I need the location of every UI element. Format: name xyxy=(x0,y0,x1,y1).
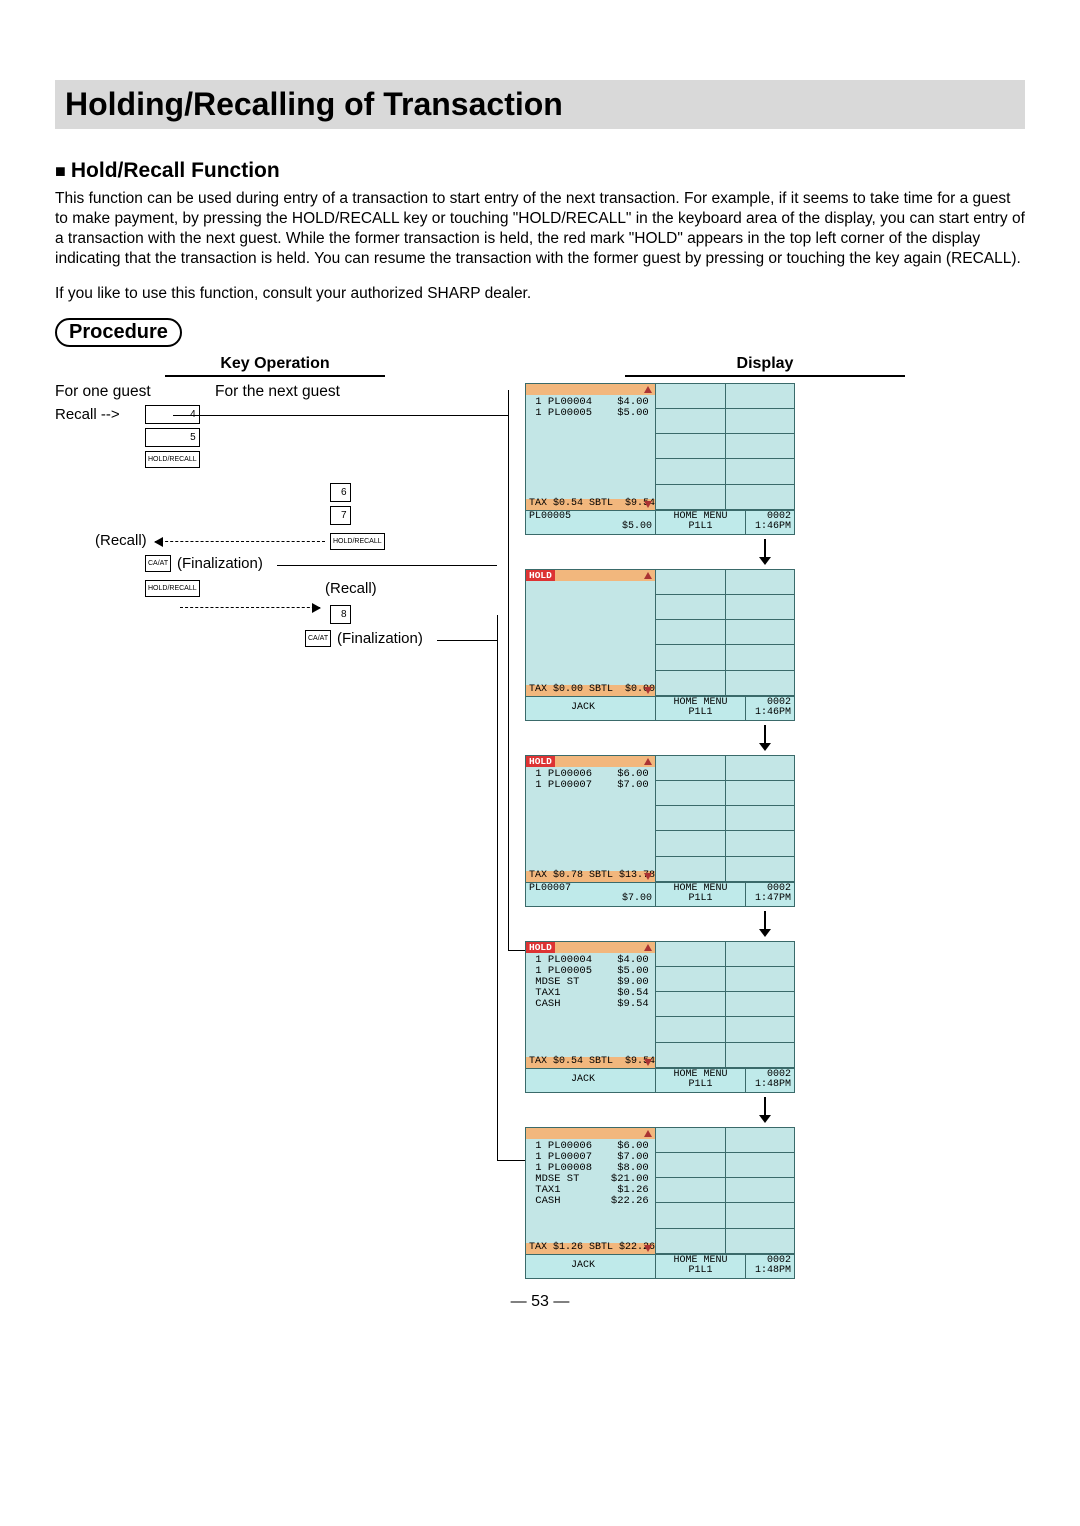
procedure-columns: Key Operation For one guest For the next… xyxy=(55,355,1025,1283)
s4-stat-l: JACK xyxy=(529,1075,652,1086)
s3-stat-r: $7.00 xyxy=(529,894,652,905)
s2-tax: TAX $0.00 SBTL $0.00 xyxy=(529,684,655,695)
key-operation-heading: Key Operation xyxy=(55,355,495,373)
key-caat-1: CA/AT xyxy=(145,555,171,572)
paragraph-2: If you like to use this function, consul… xyxy=(55,284,1025,304)
guest-next-label: For the next guest xyxy=(215,383,340,401)
conn-v-2 xyxy=(497,615,498,1160)
dash-arrow-recall-1 xyxy=(155,541,325,542)
procedure-pill: Procedure xyxy=(55,318,182,347)
key-area: 4 5 HOLD/RECALL 6 7 HOLD/RECALL (Recall) xyxy=(55,405,495,655)
conn-top xyxy=(173,415,508,416)
s3-time: 1:47PM xyxy=(749,894,791,905)
hold-badge-3: HOLD xyxy=(526,756,555,767)
s1-menu2: P1L1 xyxy=(659,522,742,533)
key-holdrecall-2: HOLD/RECALL xyxy=(330,533,385,550)
arrow-2 xyxy=(515,725,1015,751)
key-operation-column: Key Operation For one guest For the next… xyxy=(55,355,495,1283)
key-caat-2: CA/AT xyxy=(305,630,331,647)
screen-4: HOLD 1 PL00004 $4.00 1 PL00005 $5.00 MDS… xyxy=(525,941,795,1093)
recall-label-2: (Recall) xyxy=(325,580,377,597)
s5-stat-l: JACK xyxy=(529,1261,652,1272)
arrow-4 xyxy=(515,1097,1015,1123)
screen-1: 1 PL00004 $4.00 1 PL00005 $5.00 TAX $0.5… xyxy=(525,383,795,535)
s1-line-1: 1 PL00005 $5.00 xyxy=(529,408,652,419)
screen-5: 1 PL00006 $6.00 1 PL00007 $7.00 1 PL0000… xyxy=(525,1127,795,1279)
dash-arrow-recall-2 xyxy=(180,607,320,608)
s1-tax: TAX $0.54 SBTL $9.54 xyxy=(529,498,655,509)
s4-line-4: CASH $9.54 xyxy=(529,999,652,1010)
s1-stat-r: $5.00 xyxy=(529,522,652,533)
s4-tax: TAX $0.54 SBTL $9.54 xyxy=(529,1056,655,1067)
display-rule xyxy=(625,375,905,377)
conn-h-2 xyxy=(497,1160,525,1161)
paragraph-1: This function can be used during entry o… xyxy=(55,189,1025,270)
conn-final-2 xyxy=(437,640,497,641)
key-6: 6 xyxy=(330,483,351,502)
conn-final-1 xyxy=(277,565,497,566)
key-operation-rule xyxy=(165,375,385,377)
arrow-3 xyxy=(515,911,1015,937)
guest-one-label: For one guest xyxy=(55,383,215,401)
s1-time: 1:46PM xyxy=(749,522,791,533)
s4-menu2: P1L1 xyxy=(659,1080,742,1091)
title-bar: Holding/Recalling of Transaction xyxy=(55,80,1025,129)
key-holdrecall-3: HOLD/RECALL xyxy=(145,580,200,597)
screen-2: HOLD TAX $0.00 SBTL $0.00 JACK HOME MENU… xyxy=(525,569,795,721)
conn-h-1 xyxy=(508,950,525,951)
conn-v-1 xyxy=(508,390,509,950)
s3-tax: TAX $0.78 SBTL $13.78 xyxy=(529,870,655,881)
s5-line-5: CASH $22.26 xyxy=(529,1196,652,1207)
key-8: 8 xyxy=(330,605,351,624)
screen-3: HOLD 1 PL00006 $6.00 1 PL00007 $7.00 TAX… xyxy=(525,755,795,907)
page-number: — 53 — xyxy=(55,1293,1025,1311)
page-title: Holding/Recalling of Transaction xyxy=(65,86,1015,123)
page: Holding/Recalling of Transaction Hold/Re… xyxy=(0,0,1080,1341)
key-5: 5 xyxy=(145,428,200,447)
s3-menu2: P1L1 xyxy=(659,894,742,905)
s5-time: 1:48PM xyxy=(749,1266,791,1277)
recall-label-1: (Recall) xyxy=(95,532,147,549)
key-holdrecall-1: HOLD/RECALL xyxy=(145,451,200,468)
finalization-label-2: (Finalization) xyxy=(337,630,423,647)
key-7: 7 xyxy=(330,506,351,525)
display-heading: Display xyxy=(515,355,1015,373)
s5-tax: TAX $1.26 SBTL $22.26 xyxy=(529,1242,655,1253)
s4-time: 1:48PM xyxy=(749,1080,791,1091)
s2-menu2: P1L1 xyxy=(659,708,742,719)
finalization-label-1: (Finalization) xyxy=(177,555,263,572)
hold-badge-2: HOLD xyxy=(526,570,555,581)
section-heading: Hold/Recall Function xyxy=(55,159,1025,183)
guest-labels: For one guest For the next guest xyxy=(55,383,495,401)
s3-line-1: 1 PL00007 $7.00 xyxy=(529,780,652,791)
hold-badge-4: HOLD xyxy=(526,942,555,953)
display-column: Display 1 PL00004 $4.00 1 PL00005 $5.00 … xyxy=(515,355,1015,1283)
s2-time: 1:46PM xyxy=(749,708,791,719)
arrow-1 xyxy=(515,539,1015,565)
s2-stat-l: JACK xyxy=(529,703,652,714)
s5-menu2: P1L1 xyxy=(659,1266,742,1277)
